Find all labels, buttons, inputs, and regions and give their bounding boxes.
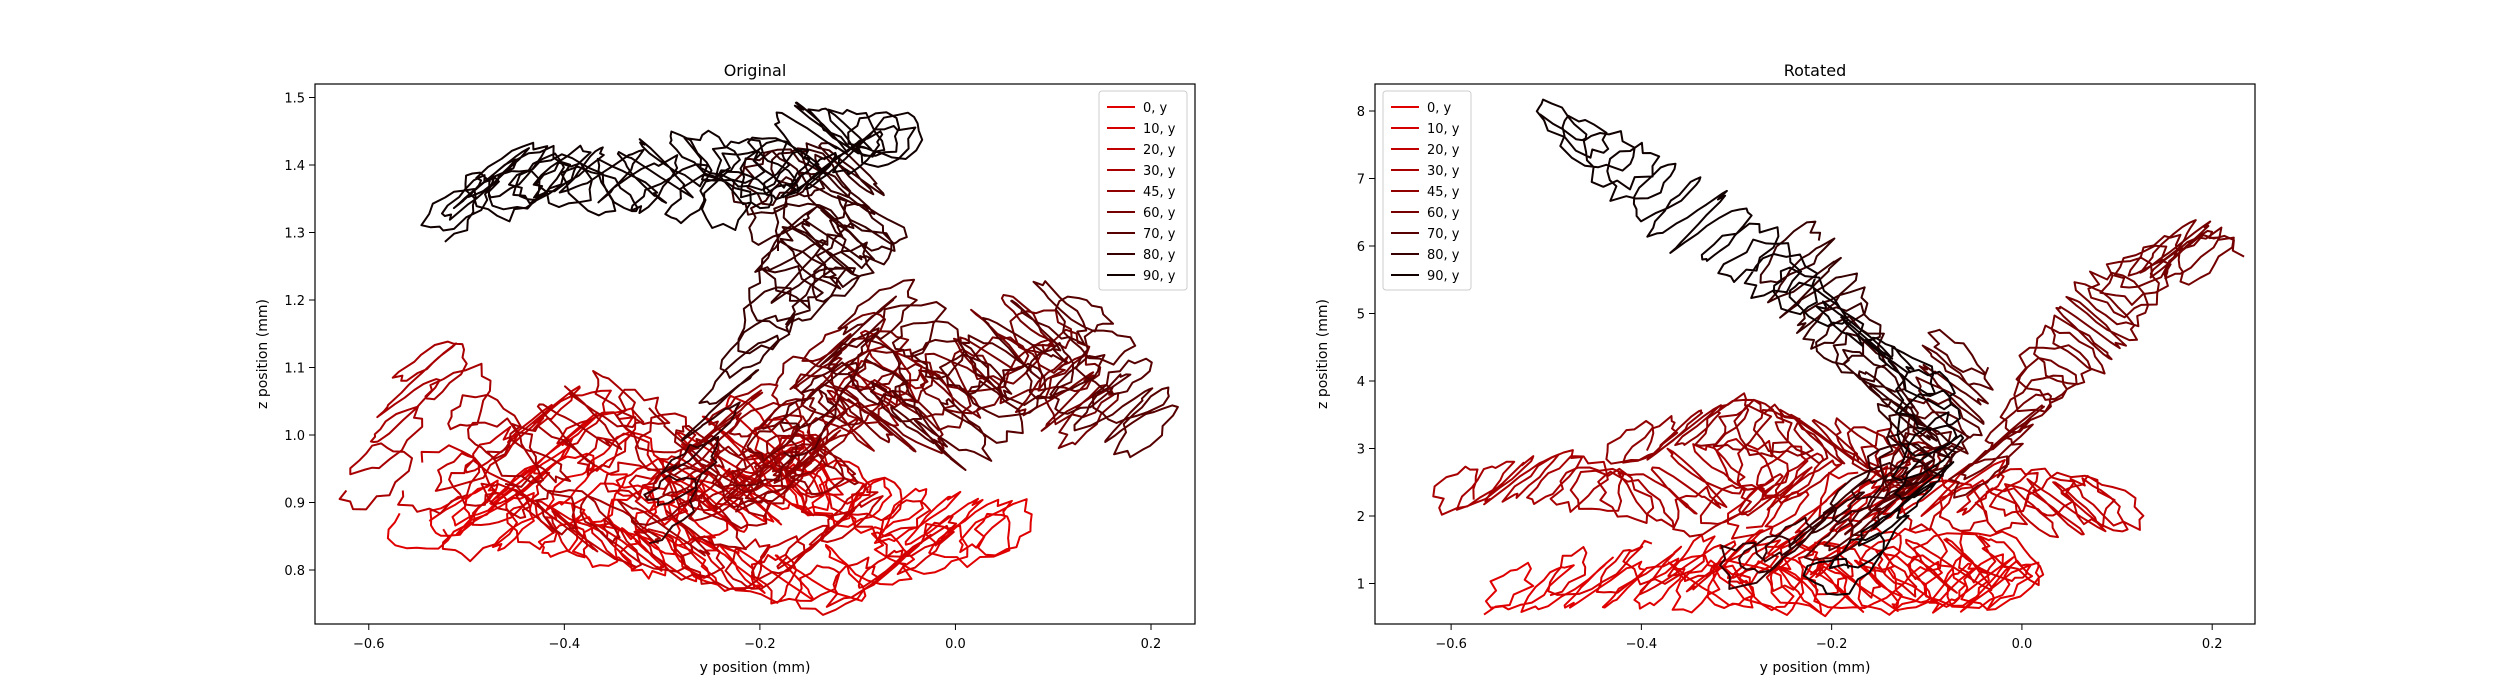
legend-label: 0, y xyxy=(1427,101,1452,116)
series-line-60-y xyxy=(1948,219,2245,499)
data-lines xyxy=(338,101,1179,616)
series-line-10-y xyxy=(1547,523,2045,599)
legend-label: 90, y xyxy=(1427,269,1460,284)
y-tick-label: 1.0 xyxy=(284,429,305,444)
x-tick-label: 0.0 xyxy=(945,637,966,652)
legend-label: 45, y xyxy=(1143,185,1176,200)
legend-label: 30, y xyxy=(1427,164,1460,179)
series-line-30-y xyxy=(338,340,823,557)
y-tick-label: 1.3 xyxy=(284,227,305,242)
x-tick-label: 0.0 xyxy=(2012,637,2033,652)
y-tick-label: 7 xyxy=(1357,173,1365,188)
series-line-90-y xyxy=(420,101,924,243)
legend-label: 90, y xyxy=(1143,269,1176,284)
x-tick-label: −0.2 xyxy=(1816,637,1848,652)
legend-label: 70, y xyxy=(1143,227,1176,242)
y-axis-label: z position (mm) xyxy=(1315,299,1331,409)
y-tick-label: 4 xyxy=(1357,375,1365,390)
chart-title: Original xyxy=(724,61,787,80)
legend-box xyxy=(1098,90,1188,291)
legend-label: 45, y xyxy=(1427,185,1460,200)
series-line-20-y xyxy=(1727,459,2145,540)
x-tick-label: −0.6 xyxy=(1435,637,1467,652)
legend-label: 0, y xyxy=(1143,101,1168,116)
y-tick-label: 6 xyxy=(1357,240,1365,255)
series-line-90-y xyxy=(1535,98,1965,596)
y-tick-label: 5 xyxy=(1357,308,1365,323)
y-tick-label: 1 xyxy=(1357,578,1365,593)
legend-label: 10, y xyxy=(1143,122,1176,137)
x-tick-label: −0.4 xyxy=(1626,637,1658,652)
legend-label: 60, y xyxy=(1143,206,1176,221)
x-tick-label: −0.4 xyxy=(549,637,581,652)
y-tick-label: 2 xyxy=(1357,510,1365,525)
series-line-70-y xyxy=(780,278,1179,471)
data-lines xyxy=(1432,98,2245,618)
y-tick-label: 1.1 xyxy=(284,362,305,377)
x-axis-label: y position (mm) xyxy=(1760,660,1871,676)
y-tick-label: 0.9 xyxy=(284,497,305,512)
series-line-60-y xyxy=(735,294,1120,487)
series-line-70-y xyxy=(1803,328,1994,562)
x-tick-label: 0.2 xyxy=(2202,637,2223,652)
y-tick-label: 8 xyxy=(1357,105,1365,120)
y-tick-label: 1.2 xyxy=(284,294,305,309)
y-tick-label: 1.5 xyxy=(284,92,305,107)
y-tick-label: 3 xyxy=(1357,443,1365,458)
y-axis-label: z position (mm) xyxy=(255,299,271,409)
legend-label: 80, y xyxy=(1143,248,1176,263)
x-tick-label: −0.6 xyxy=(353,637,385,652)
plot-panel-1: −0.6 −0.4 −0.2 0.0 0.2 0.8 0.9 1.0 1.1 1.2 1.3 1.4 1… xyxy=(255,61,1196,676)
x-tick-label: −0.2 xyxy=(744,637,776,652)
legend-label: 80, y xyxy=(1427,248,1460,263)
legend: 0, y 10, y 20, y 30, y 45, y 60, y 70, y 80, y 9… xyxy=(1382,90,1472,291)
plot-panel-2: −0.6 −0.4 −0.2 0.0 0.2 1 2 3 4 5 6 7 8 Rotated y posit… xyxy=(1315,61,2256,676)
series-line-0-y xyxy=(386,445,1033,602)
x-tick-label: 0.2 xyxy=(1141,637,1162,652)
plot-frame xyxy=(314,83,1196,625)
x-axis-label: y position (mm) xyxy=(700,660,811,676)
plot-frame xyxy=(1374,83,2256,625)
series-line-80-y xyxy=(1719,220,1957,590)
series-line-80-y xyxy=(643,142,908,545)
legend-label: 60, y xyxy=(1427,206,1460,221)
legend-label: 10, y xyxy=(1427,122,1460,137)
legend: 0, y 10, y 20, y 30, y 45, y 60, y 70, y 80, y 9… xyxy=(1098,90,1188,291)
series-line-20-y xyxy=(397,385,884,591)
y-tick-label: 1.4 xyxy=(284,159,305,174)
legend-box xyxy=(1382,90,1472,291)
chart-title: Rotated xyxy=(1784,61,1847,80)
legend-label: 30, y xyxy=(1143,164,1176,179)
series-line-30-y xyxy=(1432,438,1842,538)
legend-label: 20, y xyxy=(1427,143,1460,158)
legend-label: 70, y xyxy=(1427,227,1460,242)
legend-label: 20, y xyxy=(1143,143,1176,158)
y-tick-label: 0.8 xyxy=(284,564,305,579)
